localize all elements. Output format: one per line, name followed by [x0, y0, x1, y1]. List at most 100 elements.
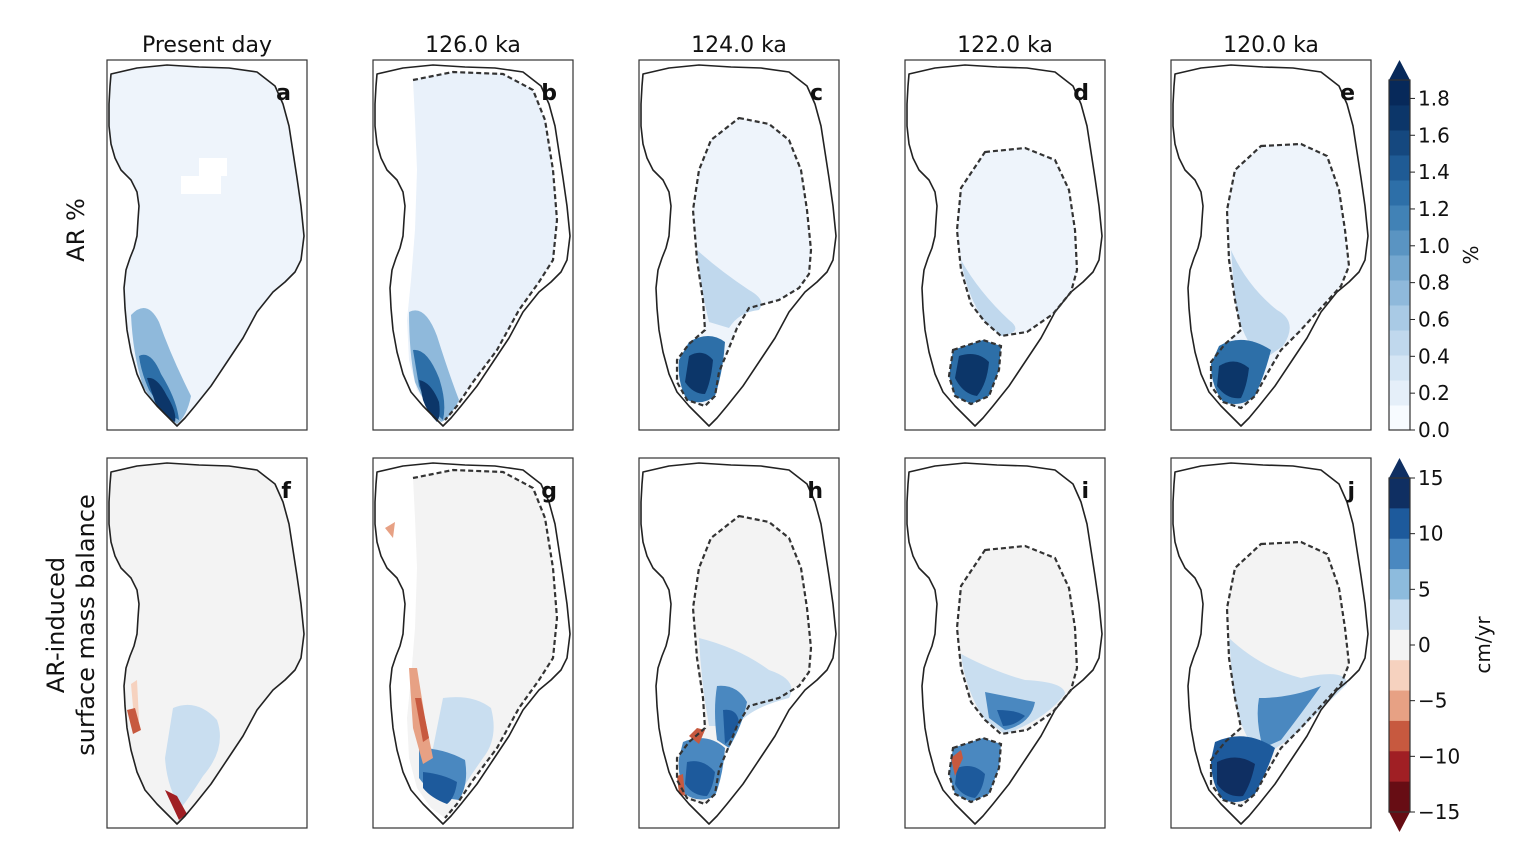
ar-blob	[1231, 250, 1290, 360]
panel-letter: g	[541, 479, 557, 504]
ice-margin-south	[947, 736, 1003, 804]
colorbar-unit: cm/yr	[1471, 616, 1495, 674]
colorbar-band	[1389, 155, 1410, 181]
colorbar-ar-percent: 0.0 0.2 0.4 0.6 0.8 1.0 1.2 1.4 1.6 1.8 %	[1388, 60, 1483, 442]
colorbar-tick-label: 1.0	[1418, 234, 1450, 258]
ar-blob	[147, 377, 176, 422]
colorbar-tick-label: 1.6	[1418, 123, 1450, 147]
row-label-smb-text: AR-inducedsurface mass balance	[42, 494, 100, 756]
colorbar-band	[1389, 255, 1410, 281]
ar-blob	[419, 380, 440, 422]
ar-blob	[685, 352, 713, 394]
colorbar-band	[1389, 538, 1410, 570]
smb-blob	[423, 772, 457, 804]
colorbar-band	[1389, 330, 1410, 356]
panel-frame	[1170, 59, 1372, 431]
ice-margin	[1209, 142, 1351, 410]
panel-frame	[372, 59, 574, 431]
colorbar-band	[1389, 180, 1410, 206]
panel-letter: e	[1340, 81, 1355, 106]
column-title-4: 122.0 ka	[957, 33, 1053, 58]
smb-blob	[415, 698, 429, 742]
panel-b: b	[372, 59, 574, 431]
colorbar-band	[1389, 130, 1410, 156]
smb-blob	[723, 709, 739, 744]
panel-g: g	[372, 457, 574, 829]
colorbar-band	[1389, 690, 1410, 722]
colorbar-extend-arrow-top	[1389, 458, 1410, 478]
panel-frame	[904, 457, 1106, 829]
column-title-1: Present day	[142, 33, 272, 58]
blank-cell	[199, 158, 227, 176]
row-label-line: AR-induced	[42, 557, 70, 693]
colorbar-ticks: 15 10 5 0 −5 −10 −15	[1410, 466, 1460, 824]
ice-margin	[412, 468, 559, 819]
colorbar-band	[1389, 569, 1410, 600]
colorbar-band	[1389, 380, 1410, 406]
smb-blob	[165, 704, 220, 808]
colorbar-band	[1389, 751, 1410, 783]
ar-blob	[1217, 361, 1249, 399]
colorbar-band	[1389, 508, 1410, 540]
ice-margin-south	[947, 338, 1003, 406]
colorbar-band	[1389, 629, 1410, 661]
colorbar-ticks: 0.0 0.2 0.4 0.6 0.8 1.0 1.2 1.4 1.6 1.8	[1410, 86, 1450, 442]
colorbar-band	[1389, 355, 1410, 381]
smb-blob	[955, 766, 985, 798]
blank-cell	[181, 176, 221, 194]
smb-blob	[165, 790, 187, 820]
panel-h: h	[638, 457, 840, 829]
colorbar-band	[1389, 478, 1410, 509]
panel-frame	[638, 457, 840, 829]
panel-letter: i	[1081, 479, 1089, 504]
smb-blob	[997, 710, 1025, 726]
colorbar-band	[1389, 305, 1410, 331]
colorbar-tick-label: 0	[1418, 633, 1431, 657]
column-title-5: 120.0 ka	[1223, 33, 1319, 58]
ar-blob	[409, 310, 459, 422]
colorbar-bands	[1389, 478, 1410, 813]
panel-frame	[904, 59, 1106, 431]
colorbar-tick-label: 15	[1418, 466, 1443, 490]
panel-a: a	[106, 59, 308, 431]
colorbar-band	[1389, 80, 1410, 106]
colorbar-band	[1389, 720, 1410, 752]
panel-frame	[106, 457, 308, 829]
panel-letter: c	[810, 81, 823, 106]
smb-blob	[961, 654, 1065, 734]
colorbar-frame	[1388, 79, 1411, 431]
panel-frame	[372, 457, 574, 829]
ar-blob	[961, 260, 1016, 336]
panel-d: d	[904, 59, 1106, 431]
ice-margin	[955, 146, 1079, 338]
panel-letter: j	[1346, 479, 1355, 504]
colorbar-band	[1389, 105, 1410, 131]
panel-frame	[106, 59, 308, 431]
colorbar-tick-label: 1.2	[1418, 197, 1450, 221]
column-title-2: 126.0 ka	[425, 33, 521, 58]
column-title-3: 124.0 ka	[691, 33, 787, 58]
panel-letter: a	[276, 81, 291, 106]
colorbar-band	[1389, 660, 1410, 692]
ar-blob	[955, 354, 989, 396]
colorbar-band	[1389, 230, 1410, 256]
panel-i: i	[904, 457, 1106, 829]
panel-f: f	[106, 457, 308, 829]
panel-letter: f	[281, 479, 291, 504]
ice-margin	[675, 116, 813, 408]
smb-blob	[127, 708, 141, 734]
colorbar-band	[1389, 205, 1410, 231]
colorbar-tick-label: −10	[1418, 744, 1460, 768]
colorbar-band	[1389, 599, 1410, 631]
colorbar-tick-label: 1.4	[1418, 160, 1450, 184]
ice-sheet	[677, 118, 811, 406]
panel-j: j	[1170, 457, 1372, 829]
smb-blob	[385, 522, 395, 538]
panel-frame	[1170, 457, 1372, 829]
colorbar-tick-label: 0.0	[1418, 418, 1450, 442]
colorbar-tick-label: −15	[1418, 800, 1460, 824]
ice-margin	[412, 70, 559, 421]
smb-blob	[685, 761, 715, 796]
colorbar-tick-label: 5	[1418, 577, 1431, 601]
colorbar-band	[1389, 280, 1410, 306]
